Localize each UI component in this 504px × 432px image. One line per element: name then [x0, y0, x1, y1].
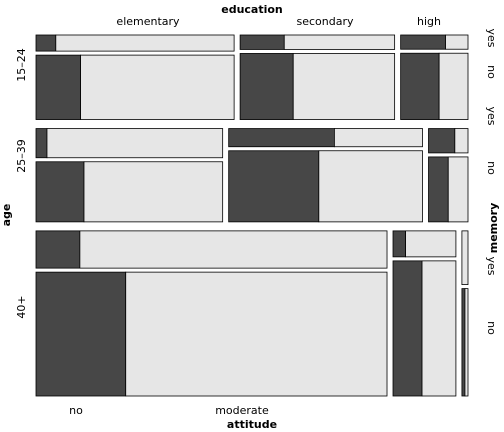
memory-label-no-1: no: [485, 65, 498, 79]
tile-25-39-secondary-yes-no: [228, 128, 335, 148]
attitude-label-no: no: [69, 404, 83, 417]
tile-40-high-no-moderate: [464, 288, 469, 397]
tile-40-secondary-yes-no: [392, 230, 406, 258]
tile-15-24-high-yes-no: [400, 34, 446, 50]
tile-15-24-secondary-yes-no: [239, 34, 285, 50]
tile-15-24-secondary-no-moderate: [292, 53, 396, 120]
age-label-15-24: 15–24: [15, 48, 28, 82]
tile-40-elementary-yes-no: [35, 230, 81, 269]
tile-15-24-high-yes-moderate: [445, 34, 469, 50]
tile-25-39-elementary-yes-no: [35, 128, 48, 159]
right-axis-title: memory: [487, 203, 500, 254]
attitude-label-moderate: moderate: [215, 404, 269, 417]
tile-15-24-secondary-no-no: [239, 53, 294, 120]
tile-25-39-secondary-no-moderate: [318, 150, 423, 223]
tile-15-24-secondary-yes-moderate: [283, 34, 396, 50]
memory-label-no-3: no: [485, 321, 498, 335]
education-label-elementary: elementary: [116, 15, 180, 28]
tile-40-secondary-no-no: [392, 260, 423, 397]
memory-label-yes-3: yes: [485, 256, 498, 275]
tile-40-high-no-no: [461, 288, 466, 397]
tile-25-39-high-yes-no: [428, 128, 456, 154]
tile-15-24-high-no-moderate: [438, 52, 469, 120]
left-axis-title: age: [0, 204, 13, 227]
tile-25-39-elementary-yes-moderate: [46, 128, 224, 159]
tile-25-39-high-no-moderate: [447, 156, 469, 223]
mosaic-tiles: [35, 34, 469, 397]
memory-label-yes-1: yes: [485, 28, 498, 47]
tile-40-elementary-no-no: [35, 271, 127, 397]
tile-15-24-high-no-no: [400, 52, 440, 120]
tile-25-39-elementary-no-no: [35, 161, 85, 223]
tile-25-39-high-yes-moderate: [454, 128, 469, 154]
age-label-40plus: 40+: [15, 295, 28, 318]
tile-15-24-elementary-yes-no: [35, 34, 57, 52]
tile-40-secondary-yes-moderate: [405, 230, 457, 258]
tile-25-39-secondary-yes-moderate: [333, 128, 423, 148]
top-axis-title: education: [221, 3, 283, 16]
tile-25-39-secondary-no-no: [228, 150, 320, 223]
education-label-secondary: secondary: [296, 15, 353, 28]
tile-40-elementary-no-moderate: [125, 271, 388, 397]
tile-40-high-yes-moderate: [461, 230, 469, 285]
tile-25-39-elementary-no-moderate: [83, 161, 224, 223]
age-label-25-39: 25–39: [15, 139, 28, 173]
bottom-axis-title: attitude: [227, 418, 277, 431]
tile-15-24-elementary-no-no: [35, 54, 81, 120]
tile-40-elementary-yes-moderate: [79, 230, 388, 269]
tile-40-secondary-no-moderate: [421, 260, 457, 397]
tile-15-24-elementary-yes-moderate: [55, 34, 235, 52]
tile-15-24-elementary-no-moderate: [80, 54, 235, 120]
memory-label-yes-2: yes: [485, 106, 498, 125]
education-label-high: high: [417, 15, 441, 28]
tile-25-39-high-no-no: [428, 156, 449, 223]
memory-label-no-2: no: [485, 161, 498, 175]
